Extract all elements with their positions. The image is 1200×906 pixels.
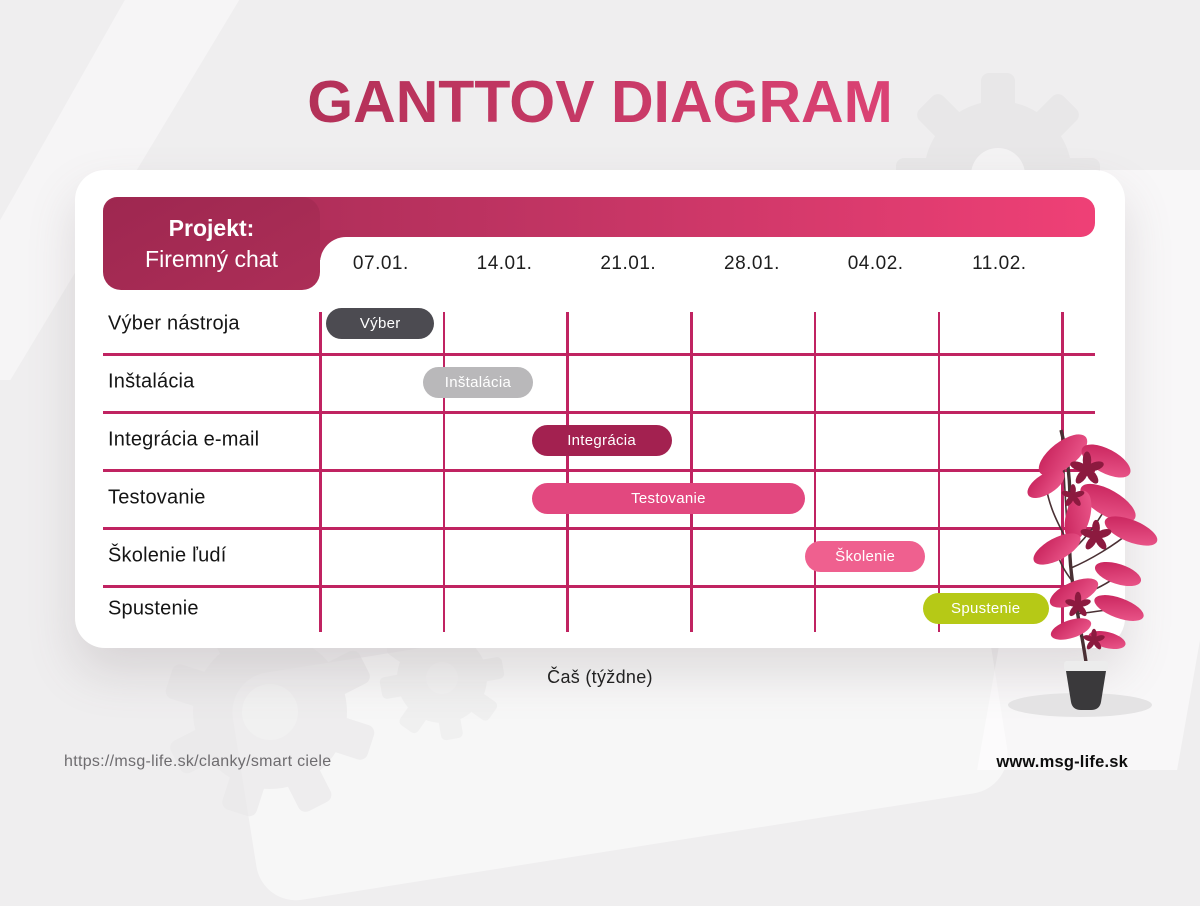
task-row-label: Integrácia e-mail (108, 428, 260, 451)
date-tick-label: 14.01. (476, 253, 533, 274)
task-bar: Spustenie (922, 593, 1049, 624)
grid-vline (690, 312, 693, 632)
footer-site-url: www.msg-life.sk (996, 753, 1128, 771)
date-tick-label: 11.02. (972, 253, 1027, 274)
grid-hline (103, 411, 1095, 414)
page-title: GANTTOV DIAGRAM (0, 68, 1200, 136)
date-tick-label: 21.01. (600, 253, 657, 274)
task-row-label: Inštalácia (108, 370, 195, 393)
task-bar: Výber (326, 308, 435, 339)
project-title-block: Projekt: Firemný chat (103, 197, 320, 290)
grid-vline (442, 312, 446, 632)
task-bar: Školenie (805, 540, 926, 572)
gantt-card: Projekt: Firemný chat 07.01. 14.01. 21.01.… (75, 170, 1125, 648)
grid-hline (103, 585, 1095, 588)
task-bar: Inštalácia (422, 366, 533, 398)
footer-source-url: https://msg-life.sk/clanky/smart ciele (64, 753, 332, 770)
grid-hline (103, 469, 1095, 472)
task-row-label: Testovanie (108, 486, 206, 509)
grid-vline (566, 312, 569, 632)
plant-illustration (1008, 429, 1158, 717)
grid-hline (103, 353, 1095, 356)
gear-icon (165, 607, 375, 817)
project-label: Projekt: (168, 214, 255, 241)
date-tick-label: 07.01. (352, 253, 409, 274)
grid-hline (103, 527, 1095, 530)
header-corner-decoration (320, 237, 380, 293)
task-row-label: Výber nástroja (108, 312, 240, 334)
grid-vline (813, 312, 817, 632)
date-tick-label: 28.01. (724, 253, 780, 274)
infographic-canvas: { "page": { "title": "GANTTOV DIAGRAM", … (0, 68, 1200, 771)
task-row-label: Spustenie (108, 597, 199, 619)
task-row-label: Školenie ľudí (108, 544, 227, 567)
task-bar: Integrácia (531, 424, 672, 456)
task-bar: Testovanie (531, 482, 806, 514)
grid-vline (937, 312, 940, 632)
x-axis-label: Čaš (týždne) (547, 667, 653, 687)
date-tick-label: 04.02. (847, 253, 904, 274)
grid-vline (319, 312, 322, 632)
project-name: Firemný chat (145, 245, 278, 272)
